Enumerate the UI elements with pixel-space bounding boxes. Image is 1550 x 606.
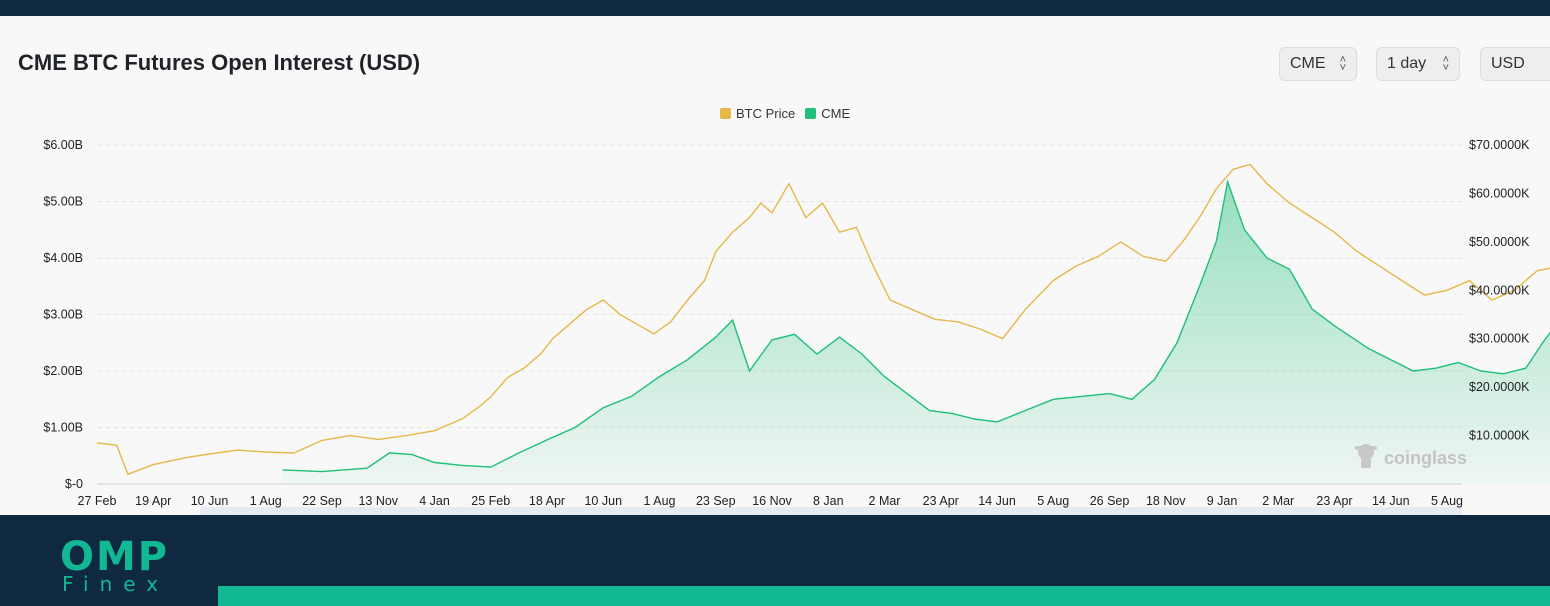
right-axis-tick-label: $10.0000K [1469, 429, 1530, 443]
x-axis-tick-label: 5 Aug [1037, 494, 1069, 508]
x-axis-tick-label: 22 Sep [302, 494, 342, 508]
x-axis-tick-label: 1 Aug [644, 494, 676, 508]
exchange-select-value: CME [1290, 55, 1326, 72]
legend-swatch-btc-price [720, 108, 731, 119]
legend-swatch-cme [805, 108, 817, 119]
x-axis-tick-label: 4 Jan [419, 494, 450, 508]
x-axis-tick-label: 18 Nov [1146, 494, 1186, 508]
chevron-updown-icon: ˄ ˅ [1339, 54, 1346, 74]
exchange-select[interactable]: CME ˄ ˅ [1279, 47, 1357, 81]
chart-plot: $-0 $1.00B $2.00B $3.00B $4.00B $5.00B $6.00B $… [43, 138, 1550, 515]
brand-logo: OMP [60, 534, 170, 580]
range-slider-track [200, 507, 1462, 515]
x-axis-tick-label: 8 Jan [813, 494, 844, 508]
interval-select[interactable]: 1 day ˄ ˅ [1376, 47, 1460, 81]
chevron-updown-icon: ˄ ˅ [1442, 54, 1449, 74]
currency-select[interactable]: USD ˄˅ [1480, 47, 1550, 81]
legend-label-cme: CME [821, 106, 851, 121]
right-axis-tick-label: $40.0000K [1469, 283, 1530, 297]
legend-item-cme[interactable]: CME [805, 106, 850, 121]
x-axis-tick-label: 13 Nov [358, 494, 398, 508]
legend-item-btc-price[interactable]: BTC Price [720, 106, 795, 121]
x-axis-tick-label: 14 Jun [1372, 494, 1410, 508]
x-axis-tick-label: 26 Sep [1090, 494, 1130, 508]
coinglass-logo-icon [1355, 444, 1377, 468]
coinglass-watermark: coinglass [1355, 444, 1467, 468]
x-axis-tick-label: 5 Aug [1431, 494, 1463, 508]
left-axis-tick-label: $2.00B [43, 364, 83, 378]
x-axis-tick-label: 1 Aug [250, 494, 282, 508]
btc-price-series-line [96, 163, 1550, 476]
page-title: CME BTC Futures Open Interest (USD) [18, 50, 421, 75]
right-axis-tick-label: $60.0000K [1469, 186, 1530, 200]
right-axis-tick-label: $70.0000K [1469, 138, 1530, 152]
x-axis-tick-label: 27 Feb [78, 494, 117, 508]
left-axis-tick-label: $1.00B [43, 421, 83, 435]
cme-area-fill [282, 181, 1550, 484]
footer-accent-strip [218, 586, 1550, 606]
right-axis-tick-label: $30.0000K [1469, 332, 1530, 346]
left-axis-tick-label: $6.00B [43, 138, 83, 152]
x-axis-tick-label: 9 Jan [1207, 494, 1238, 508]
x-axis-tick-label: 23 Sep [696, 494, 736, 508]
x-axis-tick-label: 18 Apr [529, 494, 565, 508]
currency-select-value: USD [1491, 55, 1525, 72]
legend-label-btc-price: BTC Price [736, 106, 796, 121]
left-axis-tick-label: $3.00B [43, 308, 83, 322]
cme-series-line [282, 179, 1550, 473]
x-axis-tick-label: 16 Nov [752, 494, 792, 508]
left-axis-tick-label: $4.00B [43, 251, 83, 265]
brand-logo-subtitle: Finex [62, 572, 170, 596]
left-axis-tick-label: $-0 [65, 477, 83, 491]
x-axis-tick-label: 23 Apr [923, 494, 959, 508]
x-axis-tick-label: 10 Jun [584, 494, 622, 508]
x-axis-tick-label: 23 Apr [1316, 494, 1352, 508]
x-axis-tick-label: 2 Mar [1262, 494, 1294, 508]
chart-legend: BTC Price CME [720, 106, 850, 121]
x-axis-tick-label: 25 Feb [471, 494, 510, 508]
left-axis-tick-label: $5.00B [43, 195, 83, 209]
right-axis-tick-label: $50.0000K [1469, 235, 1530, 249]
right-axis-tick-label: $20.0000K [1469, 380, 1530, 394]
watermark-text: coinglass [1384, 448, 1467, 468]
top-band [0, 0, 1550, 16]
x-axis-tick-label: 2 Mar [869, 494, 901, 508]
x-axis-tick-label: 10 Jun [191, 494, 229, 508]
x-axis-tick-label: 19 Apr [135, 494, 171, 508]
x-axis-tick-label: 14 Jun [978, 494, 1016, 508]
interval-select-value: 1 day [1387, 55, 1427, 72]
